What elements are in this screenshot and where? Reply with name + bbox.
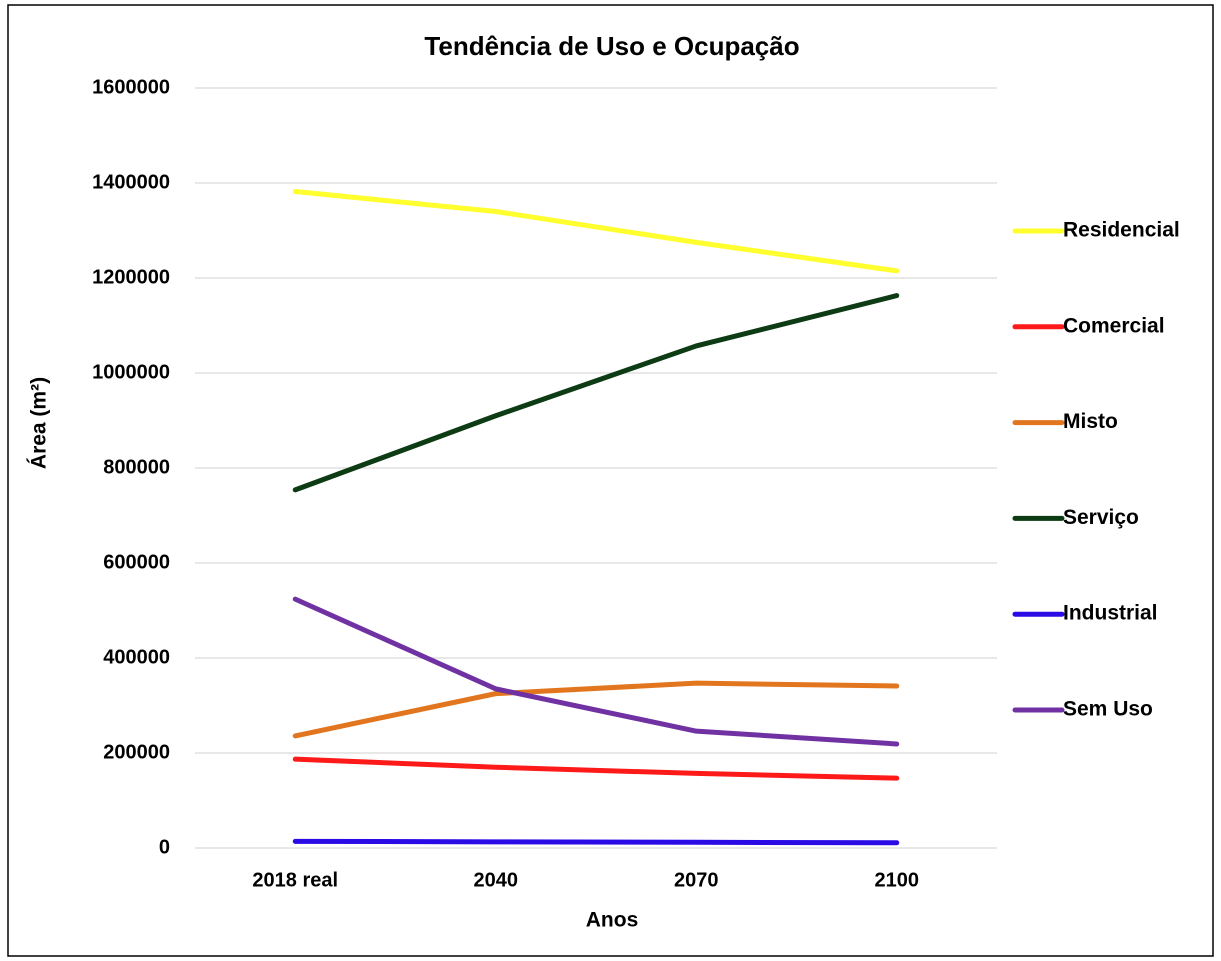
y-tick-label: 1000000 [92,361,170,383]
y-tick-label: 200000 [103,741,170,763]
legend-label: Comercial [1063,314,1165,337]
y-tick-label: 400000 [103,646,170,668]
y-tick-label: 800000 [103,456,170,478]
data-line [292,596,900,747]
legend-label: Residencial [1063,219,1180,242]
y-tick-label: 1200000 [92,266,170,288]
data-line [292,189,900,274]
legend-label: Sem Uso [1063,698,1153,721]
data-line [292,293,900,493]
legend-label: Industrial [1063,602,1158,625]
y-tick-label: 1400000 [92,171,170,193]
y-tick-label: 1600000 [92,76,170,98]
legend-label: Serviço [1063,506,1139,529]
chart-frame [7,4,1214,957]
x-tick-label: 2070 [674,869,719,891]
legend-label: Misto [1063,410,1118,433]
data-line [292,838,900,846]
y-tick-label: 600000 [103,551,170,573]
y-tick-label: 0 [159,836,170,858]
data-line [292,680,900,739]
data-line [292,756,900,781]
x-axis-label: Anos [586,909,639,932]
chart-title: Tendência de Uso e Ocupação [424,31,799,61]
x-tick-label: 2100 [875,869,920,891]
y-axis-label: Área (m²) [28,377,51,469]
x-tick-label: 2018 real [252,869,338,891]
x-tick-label: 2040 [474,869,519,891]
